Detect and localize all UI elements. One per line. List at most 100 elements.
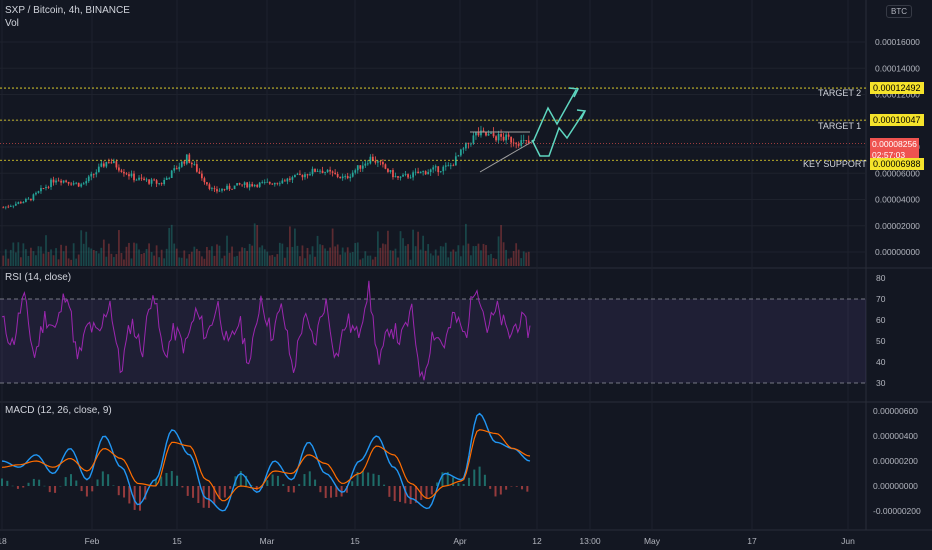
candle-body xyxy=(485,131,487,136)
target-1-label: TARGET 1 xyxy=(818,121,862,131)
volume-bar xyxy=(475,246,477,266)
candle-body xyxy=(50,179,52,187)
volume-bar xyxy=(25,249,27,266)
candle-body xyxy=(107,161,110,163)
macd-histogram-bar xyxy=(324,486,327,498)
candle-body xyxy=(289,178,291,180)
candle-body xyxy=(412,172,414,178)
volume-bar xyxy=(37,246,40,266)
candle-body xyxy=(32,194,35,201)
rsi-tick-label: 40 xyxy=(876,357,886,367)
macd-histogram-bar xyxy=(478,466,481,486)
volume-bar xyxy=(113,257,115,266)
candle-body xyxy=(336,174,339,177)
macd-histogram-bar xyxy=(176,475,179,486)
candle-body xyxy=(226,185,228,190)
volume-bar xyxy=(316,235,319,266)
macd-histogram-bar xyxy=(483,474,486,486)
volume-bar xyxy=(153,255,155,266)
candle-body xyxy=(271,183,274,185)
price-tick-label: 0.00016000 xyxy=(875,37,920,47)
macd-histogram-bar xyxy=(282,484,285,486)
macd-histogram-bar xyxy=(48,486,51,493)
volume-bar xyxy=(452,249,455,266)
volume-bar xyxy=(233,256,236,266)
projection-arrow-head xyxy=(568,87,580,98)
volume-bar xyxy=(459,256,462,266)
volume-bar xyxy=(258,247,261,266)
candle-body xyxy=(55,180,57,183)
volume-bar xyxy=(495,258,497,266)
target-1-price-badge: 0.00010047 xyxy=(870,114,924,126)
macd-histogram-bar xyxy=(197,486,200,504)
volume-bar xyxy=(40,246,42,266)
candle-body xyxy=(495,136,497,141)
macd-histogram-bar xyxy=(16,486,19,489)
macd-histogram-bar xyxy=(345,486,348,493)
macd-histogram-bar xyxy=(69,474,72,486)
candle-body xyxy=(82,183,85,185)
volume-bar xyxy=(334,246,337,266)
volume-bar xyxy=(263,249,266,266)
volume-bar xyxy=(407,244,409,266)
volume-bar xyxy=(22,243,25,266)
volume-bar xyxy=(344,252,347,266)
candle-body xyxy=(130,173,133,177)
candle-body xyxy=(185,154,188,164)
volume-bar xyxy=(487,255,490,266)
volume-bar xyxy=(472,246,475,266)
rsi-band-fill xyxy=(0,299,866,383)
candle-body xyxy=(228,185,231,189)
volume-bar xyxy=(427,244,430,266)
macd-histogram-bar xyxy=(133,486,136,510)
candle-body xyxy=(40,188,42,192)
volume-bar xyxy=(35,255,37,266)
volume-bar xyxy=(502,242,505,266)
candle-body xyxy=(475,132,477,136)
volume-bar xyxy=(145,249,148,266)
candle-body xyxy=(286,178,289,182)
candle-body xyxy=(145,179,148,181)
candle-body xyxy=(432,167,435,170)
volume-bar xyxy=(206,246,208,266)
candle-body xyxy=(178,166,181,170)
candle-body xyxy=(505,134,507,141)
candle-body xyxy=(173,168,176,171)
volume-bar xyxy=(522,251,525,266)
currency-unit[interactable]: BTC xyxy=(886,5,912,18)
macd-histogram-bar xyxy=(6,480,9,486)
candle-body xyxy=(454,156,457,166)
volume-bar xyxy=(110,253,113,266)
candle-body xyxy=(306,174,309,176)
candle-body xyxy=(281,180,284,184)
volume-bar xyxy=(392,250,394,266)
macd-histogram-bar xyxy=(452,477,455,486)
candle-body xyxy=(4,206,7,208)
volume-bar xyxy=(361,258,364,266)
candle-body xyxy=(261,182,264,184)
candle-body xyxy=(52,179,55,183)
candle-body xyxy=(211,188,213,190)
candle-body xyxy=(434,166,437,168)
candle-body xyxy=(213,188,216,190)
candle-body xyxy=(424,171,427,175)
macd-histogram-bar xyxy=(377,474,380,486)
candle-body xyxy=(522,140,525,141)
candle-body xyxy=(193,164,196,165)
candle-body xyxy=(115,161,118,168)
macd-histogram-bar xyxy=(383,484,386,486)
volume-bar xyxy=(306,247,309,266)
candle-body xyxy=(429,169,432,173)
volume-bar xyxy=(304,258,306,266)
price-tick-label: 0.00014000 xyxy=(875,63,920,73)
volume-bar xyxy=(165,248,168,266)
volume-bar xyxy=(236,255,238,266)
candle-body xyxy=(87,176,90,182)
candle-body xyxy=(256,184,259,187)
macd-histogram-bar xyxy=(388,486,391,497)
volume-bar xyxy=(283,257,286,266)
candle-body xyxy=(444,165,447,167)
volume-bar xyxy=(125,246,128,266)
candle-body xyxy=(30,198,32,201)
